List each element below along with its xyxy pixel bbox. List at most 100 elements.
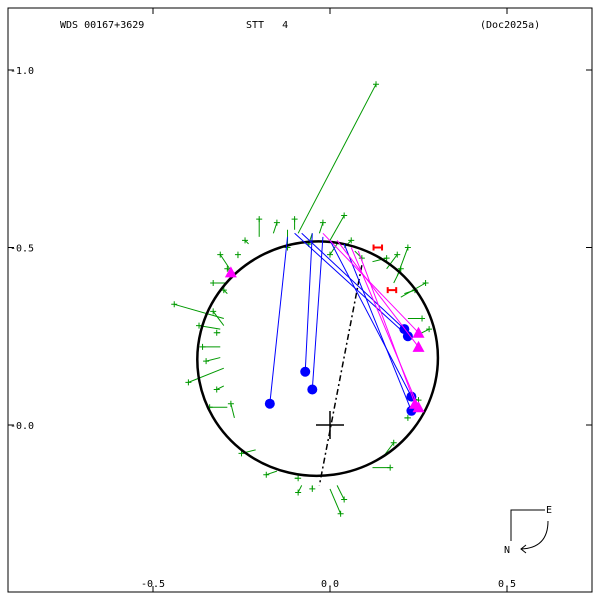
micrometer-point-21 — [422, 280, 429, 286]
compass-north-label: N — [504, 545, 510, 556]
speckle-residual-2 — [350, 247, 419, 408]
interferometric-point-2 — [307, 384, 318, 395]
micrometer-point-39 — [404, 244, 411, 251]
error-bar-0 — [372, 244, 384, 251]
y-tick-label-1: -0.5 — [10, 244, 34, 255]
micrometer-point-5 — [199, 343, 206, 350]
micrometer-point-24 — [383, 255, 390, 262]
micrometer-point-12 — [341, 496, 348, 503]
wds-designation: WDS 00167+3629 — [60, 20, 144, 31]
y-tick-label-2: -0.0 — [10, 421, 34, 432]
micrometer-point-17 — [404, 414, 411, 421]
micrometer-point-11 — [337, 510, 344, 517]
micrometer-residual-36 — [205, 357, 221, 362]
micrometer-point-30 — [256, 216, 263, 223]
micrometer-point-44 — [210, 280, 217, 286]
error-bar-1 — [386, 287, 398, 294]
micrometer-point-10 — [309, 485, 316, 492]
micrometer-residual-29 — [272, 222, 278, 234]
micrometer-point-33 — [224, 265, 231, 272]
micrometer-point-1 — [171, 301, 178, 308]
orbit-reference: (Doc2025a) — [480, 20, 540, 31]
speckle-point-1 — [412, 340, 425, 352]
interferometric-point-1 — [300, 366, 311, 377]
speckle-residual-0 — [322, 232, 419, 334]
compass-axes — [510, 509, 545, 541]
micrometer-measures — [171, 81, 433, 517]
interferometric-residual-6 — [343, 243, 412, 411]
interferometric-residual-5 — [329, 240, 412, 397]
micrometer-point-36 — [203, 358, 210, 365]
micrometer-residual-31 — [244, 240, 249, 245]
micrometer-point-15 — [387, 464, 394, 471]
micrometer-residual-1 — [174, 303, 224, 319]
micrometer-point-28 — [291, 216, 298, 223]
micrometer-residual-34 — [223, 289, 228, 295]
micrometer-point-42 — [327, 251, 333, 258]
micrometer-point-0 — [373, 81, 380, 88]
speckle-residual-1 — [336, 240, 419, 348]
micrometer-point-26 — [341, 212, 348, 219]
interferometric-measures — [264, 232, 417, 416]
y-tick-label-0: -1.0 — [10, 66, 34, 77]
orbit-layer — [196, 240, 440, 486]
micrometer-point-32 — [234, 251, 241, 258]
micrometer-point-45 — [196, 322, 203, 329]
compass-arrow-head — [520, 544, 527, 554]
discoverer-code: STT 4 — [246, 20, 288, 31]
interferometric-point-0 — [264, 398, 275, 409]
speckle-point-0 — [412, 326, 425, 338]
x-tick-label-2: 0.5 — [498, 579, 516, 590]
interferometric-residual-2 — [311, 236, 324, 390]
micrometer-point-9 — [295, 475, 302, 482]
interferometric-residual-3 — [301, 232, 405, 330]
micrometer-residual-24 — [372, 257, 387, 263]
interferometric-residual-4 — [294, 232, 409, 337]
micrometer-residual-12 — [336, 485, 345, 500]
micrometer-residual-13 — [297, 485, 303, 493]
micrometer-residual-42 — [329, 243, 338, 255]
speckle-measures — [224, 232, 425, 413]
micrometer-residual-22 — [404, 289, 416, 295]
micrometer-point-14 — [263, 471, 270, 478]
micrometer-point-2 — [217, 251, 224, 258]
micrometer-point-3 — [210, 308, 217, 315]
micrometer-point-37 — [213, 386, 220, 393]
compass-rotation-arc — [520, 520, 549, 550]
speckle-point-3 — [408, 397, 421, 409]
micrometer-point-7 — [227, 400, 234, 407]
micrometer-point-29 — [273, 219, 280, 226]
micrometer-point-13 — [295, 489, 302, 496]
micrometer-residual-11 — [329, 488, 342, 514]
compass-east-label: E — [546, 505, 552, 516]
micrometer-residual-37 — [216, 385, 225, 390]
micrometer-point-31 — [242, 237, 249, 244]
micrometer-residual-27 — [318, 222, 324, 234]
micrometer-residual-4 — [188, 367, 224, 383]
interferometric-residual-1 — [304, 233, 313, 372]
interferometric-residual-0 — [269, 236, 289, 404]
speckle-point-4 — [224, 266, 237, 278]
plot-frame — [7, 7, 593, 593]
micrometer-point-38 — [394, 251, 401, 258]
speckle-residual-3 — [357, 250, 416, 404]
micrometer-residual-7 — [230, 403, 235, 419]
interferometric-point-5 — [406, 391, 417, 402]
micrometer-residual-0 — [297, 83, 377, 234]
x-tick-label-1: 0.0 — [321, 579, 339, 590]
micrometer-residual-3 — [212, 311, 225, 326]
orbit-ellipse — [196, 240, 440, 478]
interferometric-point-4 — [402, 331, 413, 342]
orientation-compass: E N — [504, 505, 552, 556]
micrometer-point-4 — [185, 379, 192, 386]
axes: -0.5 0.0 0.5 -1.0 -0.5 -0.0 — [8, 8, 592, 592]
micrometer-residual-14 — [266, 470, 278, 476]
primary-star-marker — [316, 411, 344, 439]
micrometer-point-20 — [419, 315, 426, 322]
micrometer-residual-26 — [329, 215, 345, 241]
micrometer-point-25 — [348, 237, 355, 244]
micrometer-point-27 — [319, 219, 326, 226]
micrometer-point-19 — [426, 326, 433, 333]
